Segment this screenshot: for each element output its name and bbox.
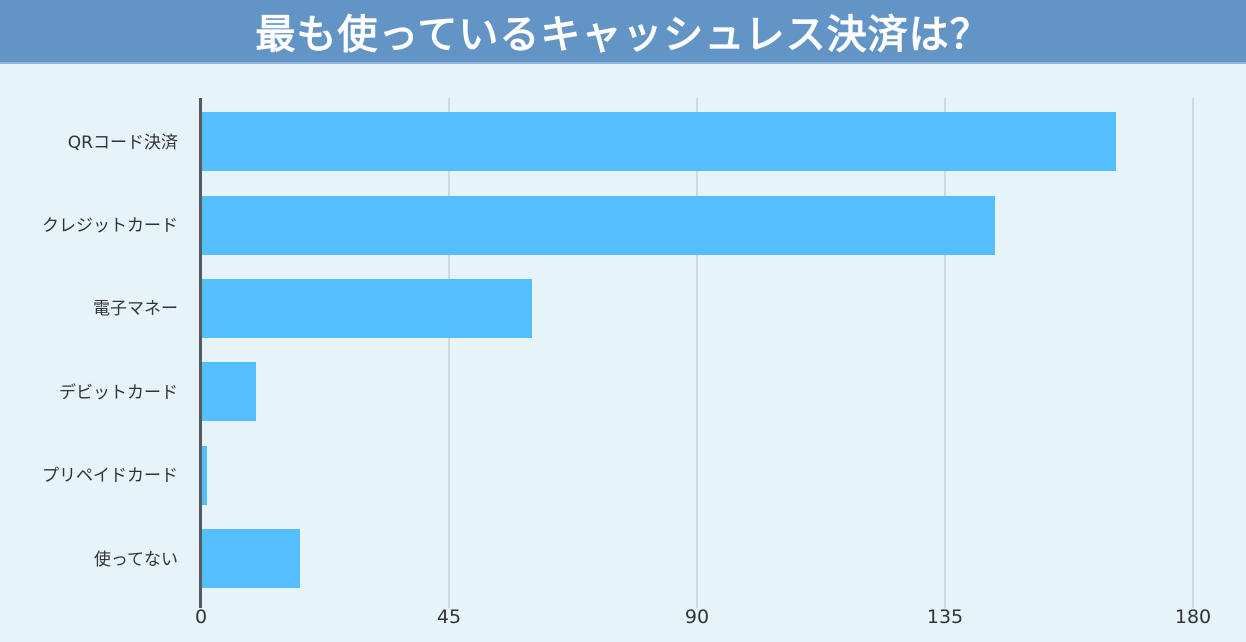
bar-prepaid-card xyxy=(201,446,207,505)
x-tick-label: 135 xyxy=(926,606,964,628)
category-label: クレジットカード xyxy=(42,216,178,236)
gridline-135 xyxy=(944,98,946,608)
chart-title: 最も使っているキャッシュレス決済は？ xyxy=(255,12,991,58)
category-label: 使ってない xyxy=(93,550,178,570)
plot-area xyxy=(199,98,1194,608)
chart-title-banner: 最も使っているキャッシュレス決済は？ xyxy=(0,0,1246,64)
x-tick-label: 90 xyxy=(684,606,710,628)
category-label: 電子マネー xyxy=(93,299,178,319)
bar-debit-card xyxy=(201,362,257,421)
gridline-90 xyxy=(696,98,698,608)
bar-e-money xyxy=(201,279,532,338)
gridline-180 xyxy=(1192,98,1194,608)
bar-qr-code xyxy=(201,112,1116,171)
category-label: プリペイドカード xyxy=(42,466,178,486)
category-label: QRコード決済 xyxy=(67,133,178,153)
x-tick-label: 45 xyxy=(436,606,462,628)
x-tick-label: 180 xyxy=(1174,606,1212,628)
y-axis-line xyxy=(199,98,202,608)
x-tick-label: 0 xyxy=(194,606,208,628)
category-label: デビットカード xyxy=(59,383,178,403)
bar-not-using xyxy=(201,529,301,588)
gridline-45 xyxy=(448,98,450,608)
bar-credit-card xyxy=(201,196,995,255)
